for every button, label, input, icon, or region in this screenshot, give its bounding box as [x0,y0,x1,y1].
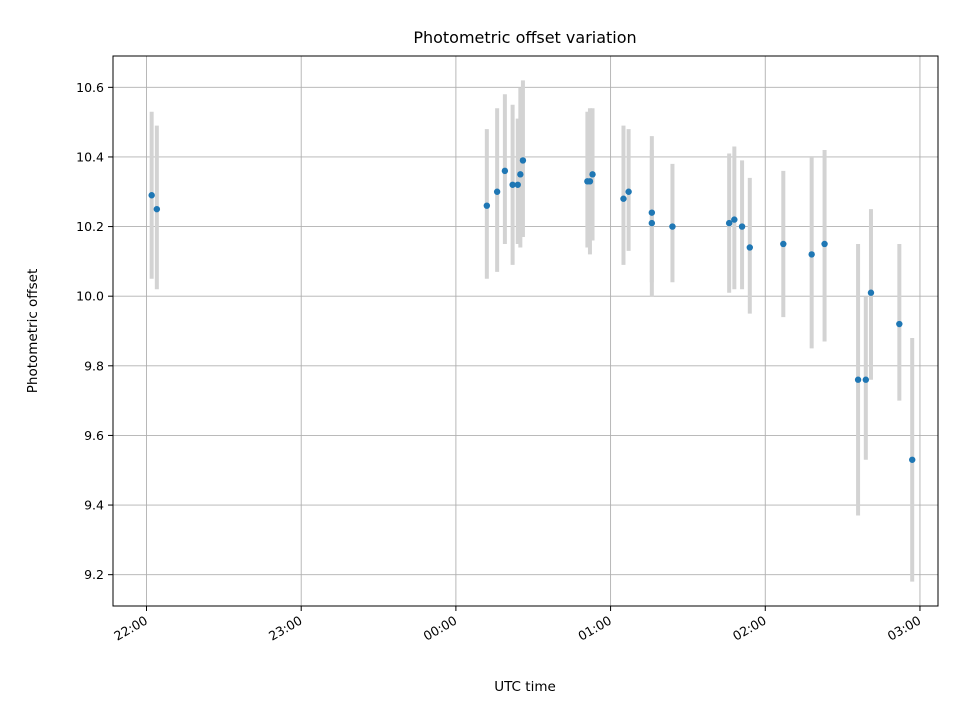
x-axis-label: UTC time [494,679,556,695]
data-point [821,240,828,248]
point-layer [148,157,916,463]
y-axis-label: Photometric offset [25,269,41,393]
x-tick-label: 02:00 [730,613,769,644]
data-point [625,188,632,195]
data-point [514,181,521,188]
data-point [746,244,753,251]
data-point [780,240,787,248]
x-tick-label: 00:00 [421,613,460,644]
data-point [509,181,516,188]
y-tick-label: 10.2 [76,219,104,234]
data-point [862,376,870,383]
y-tick-label: 9.6 [84,428,104,443]
data-point [519,157,527,164]
y-tick-label: 9.8 [84,358,104,373]
data-point [493,188,501,195]
data-point [725,219,733,227]
data-point [854,376,862,383]
data-point [808,251,815,258]
x-tick-label: 23:00 [266,613,305,644]
data-point [483,202,491,209]
x-tick-label: 03:00 [885,613,924,644]
data-point [501,167,509,175]
data-point [153,205,161,213]
x-tick-label: 01:00 [575,613,614,644]
data-point [648,219,656,227]
data-point [896,320,903,328]
data-point [669,223,676,230]
grid-layer [113,56,938,606]
y-tick-label: 10.4 [76,149,104,164]
errorbar-layer [149,80,915,582]
y-tick-label: 9.4 [84,498,104,513]
y-tick-label: 9.2 [84,567,104,582]
y-tick-label: 10.6 [76,80,104,95]
x-axis-ticks: 22:00 23:00 00:00 01:00 02:00 03:00 [111,606,923,644]
x-tick-label: 22:00 [111,613,150,644]
data-point [517,171,524,178]
data-point [148,192,155,199]
data-point [586,178,594,185]
data-point [589,171,596,178]
plot-frame [112,55,939,607]
data-point [909,456,916,463]
y-tick-label: 10.0 [76,289,104,304]
data-point [731,216,738,223]
y-axis-ticks: 9.2 9.4 9.6 9.8 10.0 10.2 10.4 10.6 [76,80,113,582]
data-point [648,209,656,216]
data-point [738,223,746,230]
chart-title: Photometric offset variation [413,28,636,47]
data-point [867,289,875,296]
data-point [620,195,627,202]
